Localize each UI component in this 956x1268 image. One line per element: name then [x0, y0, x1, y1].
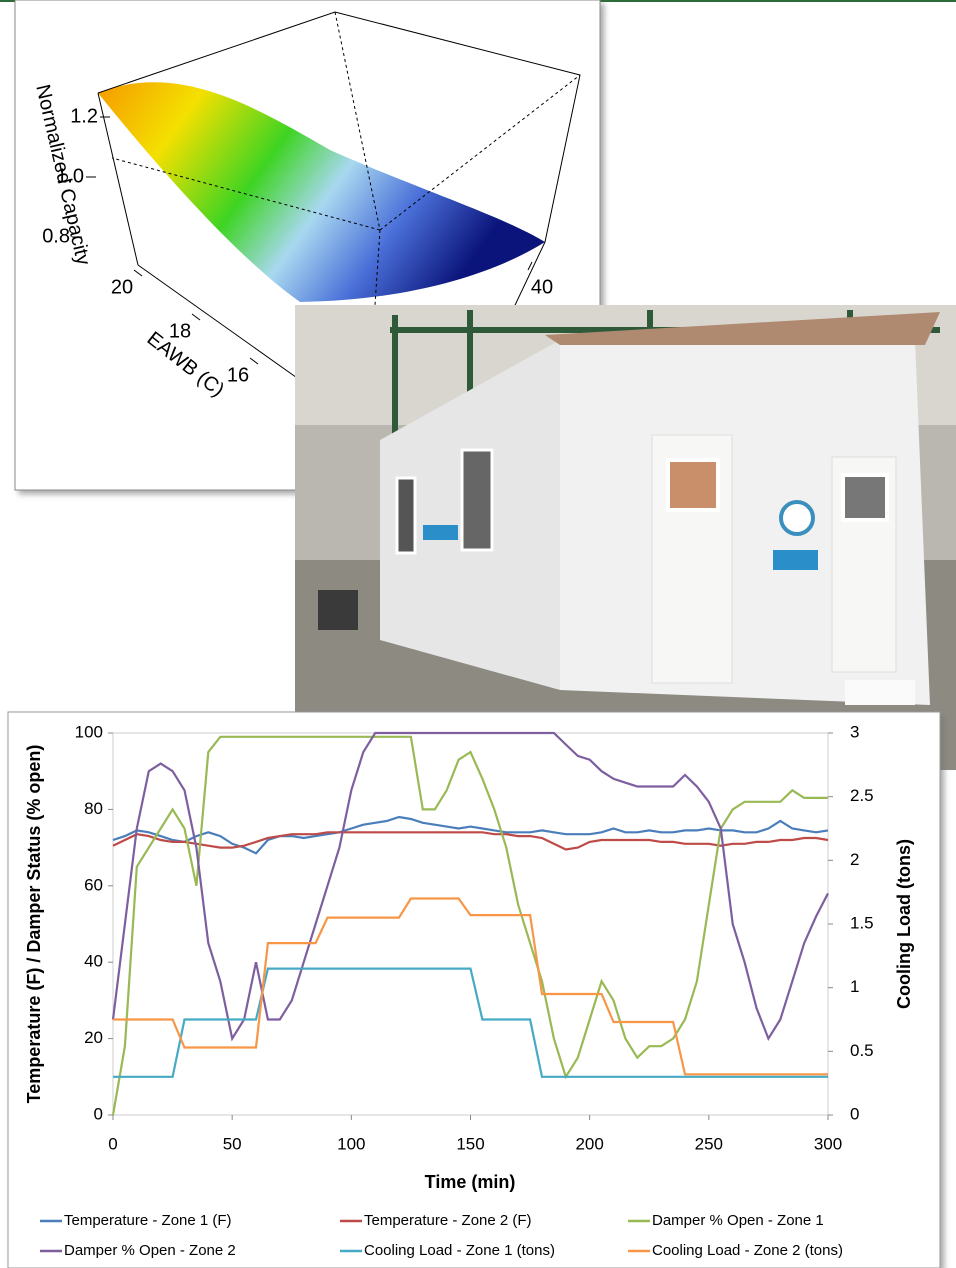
series-line: [112, 815, 829, 855]
x-tick-label: 100: [337, 1134, 365, 1153]
x-tick: [527, 261, 533, 271]
legend-label: Damper % Open - Zone 1: [652, 1212, 824, 1229]
series-line: [111, 735, 828, 1116]
z-tick-label: 1.2: [70, 105, 98, 127]
x-tick-label: 300: [814, 1134, 842, 1153]
y-tick: [249, 357, 259, 365]
y-tick-label: 16: [227, 364, 249, 386]
y-tick-label: 100: [75, 722, 103, 741]
x-axis-label: Time (min): [425, 1172, 516, 1192]
y-tick-label: 0: [94, 1104, 103, 1123]
z-tick-label: 1.0: [56, 165, 84, 187]
x-tick-label: 150: [456, 1134, 484, 1153]
panel: [7, 711, 941, 1268]
legend-label: Temperature - Zone 1 (F): [64, 1212, 232, 1229]
y2-tick-label: 3: [850, 722, 859, 741]
legend-label: Cooling Load - Zone 1 (tons): [364, 1242, 555, 1259]
z-tick-label: 0.8: [42, 225, 70, 247]
y-tick-label: 20: [111, 276, 133, 298]
y-tick: [191, 313, 201, 321]
y-tick-label: 18: [169, 320, 191, 342]
x-tick-label: 250: [695, 1134, 723, 1153]
y2-tick-label: 2.5: [850, 786, 874, 805]
photo: [295, 305, 956, 770]
y2-axis-label: Cooling Load (tons): [894, 839, 914, 1009]
y2-tick-label: 0.5: [850, 1041, 874, 1060]
series-line: [113, 967, 828, 1078]
y2-tick-label: 1: [850, 977, 859, 996]
legend-label: Temperature - Zone 2 (F): [364, 1212, 532, 1229]
y2-tick-label: 0: [850, 1104, 859, 1123]
x-tick-label: 50: [223, 1134, 242, 1153]
y2-tick-label: 2: [850, 850, 859, 869]
y-tick-label: 80: [84, 799, 103, 818]
y2-tick-label: 1.5: [850, 913, 874, 932]
surface: [98, 82, 545, 302]
legend-label: Cooling Load - Zone 2 (tons): [652, 1242, 843, 1259]
line-chart-panel: Time (min) Temperature (F) / Damper Stat…: [7, 711, 941, 1268]
y-tick-label: 20: [84, 1028, 103, 1047]
series-line: [112, 831, 829, 851]
y-tick: [133, 269, 143, 277]
x-tick-label: 0: [108, 1134, 117, 1153]
series-line: [111, 731, 829, 1042]
legend-label: Damper % Open - Zone 2: [64, 1242, 236, 1259]
x-tick-label: 40: [531, 276, 553, 298]
y-axis-label: Temperature (F) / Damper Status (% open): [24, 745, 44, 1104]
x-tick-label: 200: [575, 1134, 603, 1153]
y-tick-label: 40: [84, 952, 103, 971]
y-tick-label: 60: [84, 875, 103, 894]
series-line: [113, 897, 828, 1076]
